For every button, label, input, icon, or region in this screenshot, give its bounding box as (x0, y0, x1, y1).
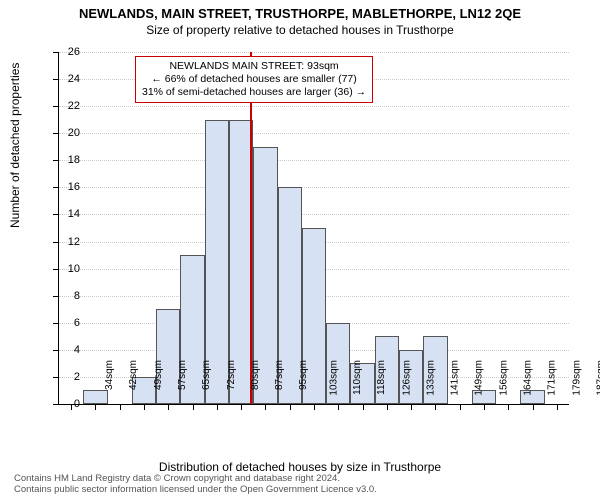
y-tick-label: 16 (50, 181, 80, 193)
x-tick (144, 404, 145, 410)
x-tick (217, 404, 218, 410)
x-tick-label: 57sqm (177, 360, 188, 390)
x-tick (265, 404, 266, 410)
x-tick-label: 179sqm (571, 360, 582, 396)
histogram-bar (83, 390, 107, 404)
x-tick-label: 95sqm (298, 360, 309, 390)
x-tick-label: 110sqm (352, 360, 363, 395)
x-tick-label: 80sqm (250, 360, 261, 390)
annotation-box: NEWLANDS MAIN STREET: 93sqm← 66% of deta… (135, 56, 373, 103)
x-tick-label: 171sqm (547, 360, 558, 396)
x-tick-label: 118sqm (376, 360, 387, 395)
x-tick (508, 404, 509, 410)
x-axis-label: Distribution of detached houses by size … (0, 460, 600, 474)
x-tick (95, 404, 96, 410)
x-tick-label: 156sqm (498, 360, 509, 396)
y-tick-label: 20 (50, 127, 80, 139)
gridline (59, 214, 569, 215)
x-tick (435, 404, 436, 410)
credit-line-1: Contains HM Land Registry data © Crown c… (14, 473, 340, 484)
y-axis-label: Number of detached properties (8, 63, 22, 228)
y-tick-label: 10 (50, 263, 80, 275)
x-tick (460, 404, 461, 410)
x-tick (533, 404, 534, 410)
x-tick (120, 404, 121, 410)
x-tick (314, 404, 315, 410)
y-tick-label: 8 (50, 290, 80, 302)
x-tick-label: 42sqm (128, 360, 139, 390)
x-tick (168, 404, 169, 410)
x-tick (290, 404, 291, 410)
gridline (59, 133, 569, 134)
annotation-line: 31% of semi-detached houses are larger (… (142, 86, 366, 99)
annotation-line: ← 66% of detached houses are smaller (77… (142, 73, 366, 86)
x-tick (411, 404, 412, 410)
gridline (59, 160, 569, 161)
x-tick-label: 126sqm (401, 360, 412, 396)
page-subtitle: Size of property relative to detached ho… (0, 21, 600, 37)
y-tick-label: 14 (50, 208, 80, 220)
y-tick-label: 24 (50, 73, 80, 85)
x-tick (241, 404, 242, 410)
gridline (59, 106, 569, 107)
x-tick-label: 164sqm (523, 360, 534, 396)
x-tick-label: 141sqm (450, 360, 461, 396)
annotation-line: NEWLANDS MAIN STREET: 93sqm (142, 60, 366, 73)
x-tick (193, 404, 194, 410)
x-tick (387, 404, 388, 410)
credit-line-2: Contains public sector information licen… (14, 484, 377, 495)
credit-text: Contains HM Land Registry data © Crown c… (14, 474, 377, 496)
y-tick-label: 26 (50, 46, 80, 58)
y-tick-label: 2 (50, 371, 80, 383)
x-tick-label: 72sqm (226, 360, 237, 390)
y-tick-label: 12 (50, 236, 80, 248)
y-tick-label: 4 (50, 344, 80, 356)
x-tick-label: 133sqm (425, 360, 436, 396)
x-tick (338, 404, 339, 410)
y-tick-label: 18 (50, 154, 80, 166)
x-tick-label: 103sqm (328, 360, 339, 396)
y-tick-label: 0 (50, 398, 80, 410)
page-title: NEWLANDS, MAIN STREET, TRUSTHORPE, MABLE… (0, 0, 600, 21)
y-tick-label: 22 (50, 100, 80, 112)
x-tick (484, 404, 485, 410)
x-tick (363, 404, 364, 410)
x-tick-label: 65sqm (201, 360, 212, 390)
x-tick-label: 149sqm (474, 360, 485, 396)
y-tick-label: 6 (50, 317, 80, 329)
gridline (59, 187, 569, 188)
histogram-chart (58, 52, 569, 405)
gridline (59, 52, 569, 53)
x-tick-label: 49sqm (153, 360, 164, 390)
x-tick-label: 34sqm (104, 360, 115, 390)
reference-line (250, 52, 252, 404)
x-tick-label: 187sqm (595, 360, 600, 396)
x-tick (557, 404, 558, 410)
x-tick-label: 87sqm (274, 360, 285, 390)
